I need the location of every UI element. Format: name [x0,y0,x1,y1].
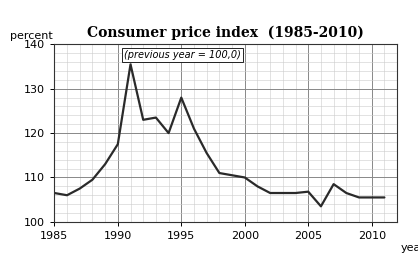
Title: Consumer price index  (1985-2010): Consumer price index (1985-2010) [87,26,364,40]
Text: year: year [400,243,418,253]
Text: (previous year = 100,0): (previous year = 100,0) [124,50,241,60]
Text: percent: percent [10,31,53,41]
